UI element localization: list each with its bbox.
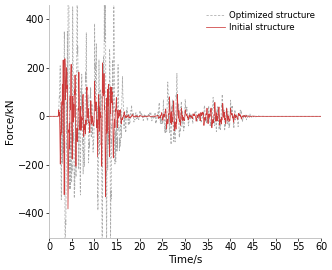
Initial structure — [319, 115, 323, 118]
Initial structure — [47, 115, 51, 118]
Initial structure — [307, 115, 311, 118]
Line: Initial structure: Initial structure — [49, 59, 321, 209]
Optimized structure — [307, 115, 311, 118]
Initial structure — [63, 57, 67, 60]
Optimized structure — [319, 115, 323, 118]
Initial structure — [212, 113, 216, 116]
Optimized structure — [155, 115, 159, 118]
Legend: Optimized structure, Initial structure: Optimized structure, Initial structure — [204, 9, 317, 34]
Y-axis label: Force/kN: Force/kN — [5, 99, 15, 144]
Optimized structure — [102, 54, 106, 58]
Initial structure — [102, 86, 106, 89]
X-axis label: Time/s: Time/s — [168, 255, 202, 265]
Line: Optimized structure: Optimized structure — [49, 0, 321, 270]
Initial structure — [137, 115, 141, 118]
Initial structure — [66, 207, 70, 211]
Optimized structure — [178, 127, 182, 130]
Initial structure — [178, 118, 182, 122]
Optimized structure — [47, 115, 51, 118]
Optimized structure — [137, 115, 141, 118]
Optimized structure — [212, 110, 216, 113]
Initial structure — [155, 114, 159, 117]
